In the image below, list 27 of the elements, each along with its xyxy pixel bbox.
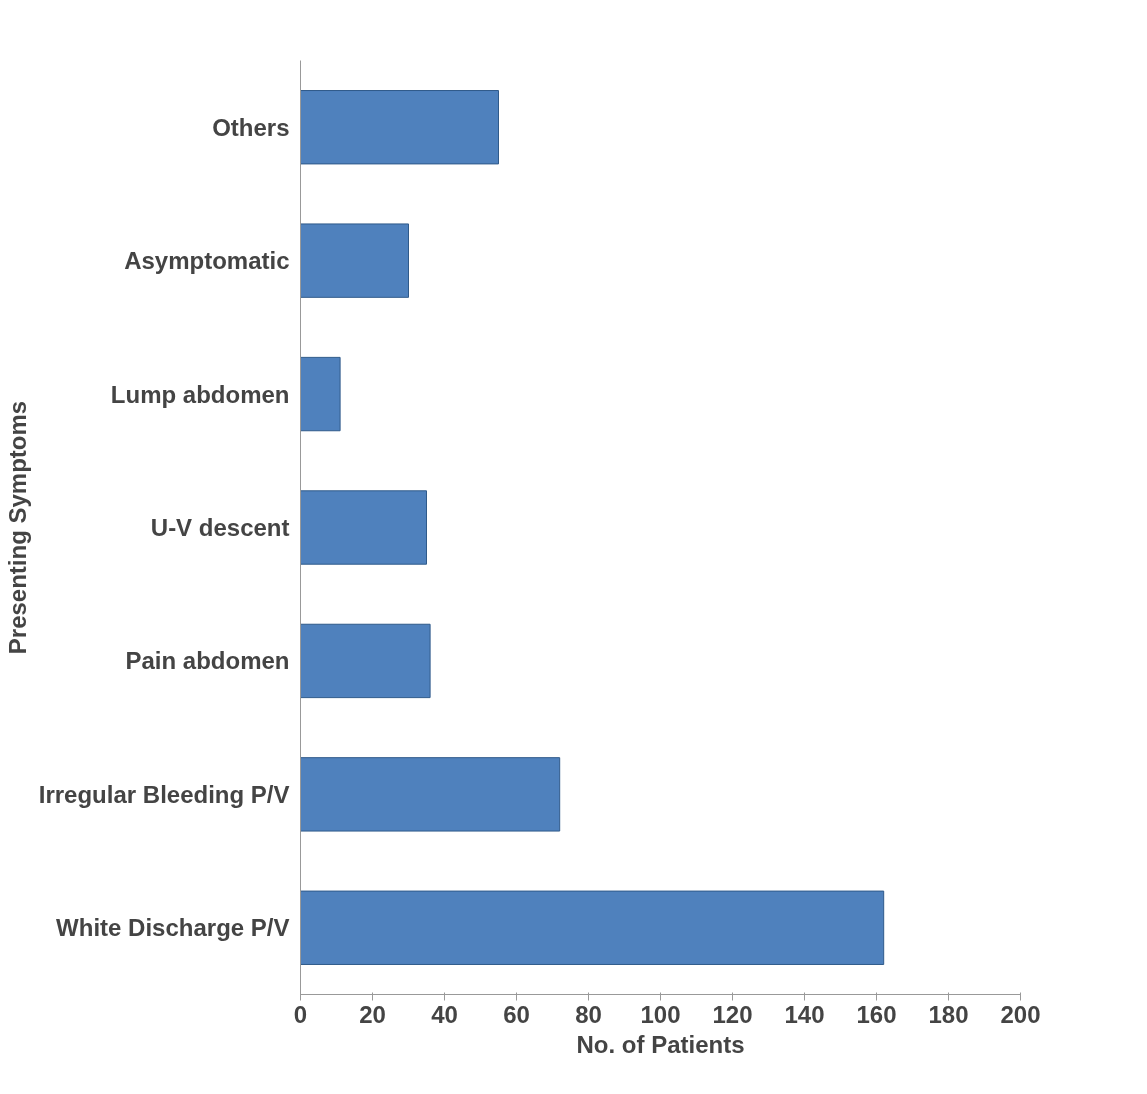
bar xyxy=(300,890,885,965)
y-tick-label: Lump abdomen xyxy=(110,380,290,408)
y-tick-label: Irregular Bleeding P/V xyxy=(38,780,290,808)
y-axis-title: Presenting Symptoms xyxy=(3,400,31,655)
x-tick-label: 200 xyxy=(1000,1000,1041,1028)
x-tick-label: 160 xyxy=(856,1000,897,1028)
y-tick-label: U-V descent xyxy=(150,514,290,541)
y-tick-label: Asymptomatic xyxy=(124,247,290,275)
x-tick-label: 20 xyxy=(359,1000,386,1028)
bar xyxy=(300,757,561,832)
y-tick-label: Pain abdomen xyxy=(125,647,290,675)
x-tick-label: 0 xyxy=(293,1000,308,1028)
x-tick-label: 180 xyxy=(928,1000,969,1028)
y-tick-label: Others xyxy=(212,113,290,141)
x-tick-label: 60 xyxy=(503,1000,530,1028)
x-axis-title: No. of Patients xyxy=(576,1030,745,1058)
y-tick-label: White Discharge P/V xyxy=(56,914,290,942)
bar xyxy=(300,490,427,565)
x-tick-label: 120 xyxy=(712,1000,753,1028)
x-tick-label: 40 xyxy=(431,1000,458,1028)
x-tick-label: 100 xyxy=(640,1000,681,1028)
bar xyxy=(300,90,499,165)
bar xyxy=(300,223,409,298)
x-tick-label: 140 xyxy=(784,1000,825,1028)
bar xyxy=(300,623,431,699)
bar xyxy=(300,356,341,432)
x-tick-label: 80 xyxy=(575,1000,602,1028)
